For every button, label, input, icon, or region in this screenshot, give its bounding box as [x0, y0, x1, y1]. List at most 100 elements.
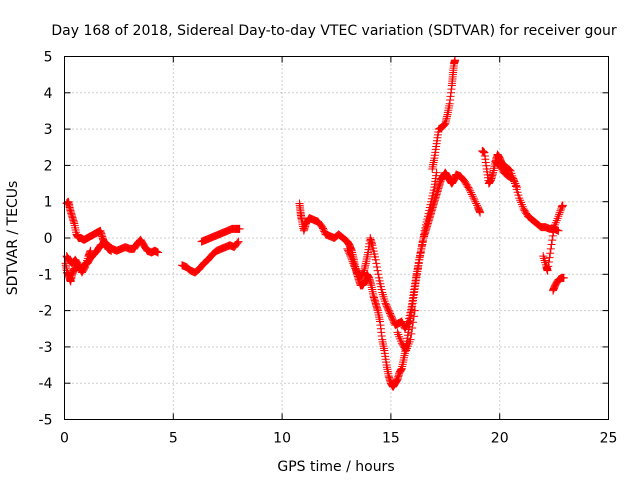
- data-point: [554, 226, 563, 235]
- data-point: [410, 306, 419, 315]
- data-point: [471, 197, 480, 206]
- y-tick-label: 0: [44, 231, 53, 247]
- data-point: [345, 250, 354, 259]
- data-point: [548, 231, 557, 240]
- data-point: [409, 312, 418, 321]
- grid: [64, 56, 609, 420]
- y-tick-label: -5: [39, 413, 53, 429]
- data-point: [349, 259, 358, 268]
- x-tick-label: 25: [600, 431, 618, 447]
- data-point: [406, 335, 415, 344]
- data-point: [347, 253, 356, 262]
- data-point: [546, 249, 555, 258]
- plot-frame: [64, 56, 609, 420]
- data-point: [371, 255, 380, 264]
- data-point: [509, 175, 518, 184]
- data-point: [545, 253, 554, 262]
- data-point: [544, 262, 553, 271]
- data-point: [419, 230, 428, 239]
- data-point: [358, 269, 367, 278]
- data-point: [403, 318, 412, 327]
- data-point: [559, 273, 568, 282]
- y-tick-labels: -5 -4 -3 -2 -1 0 1 2 3 4 5: [39, 50, 53, 429]
- data-point: [346, 252, 355, 261]
- data-point: [409, 318, 418, 327]
- data-point: [466, 188, 475, 197]
- data-point: [154, 248, 163, 257]
- data-point: [416, 248, 425, 257]
- y-tick-label: -4: [39, 376, 53, 392]
- data-point: [513, 183, 522, 192]
- data-point: [543, 266, 552, 275]
- data-point: [348, 257, 357, 266]
- data-point: [465, 184, 474, 193]
- data-point: [414, 259, 423, 268]
- x-axis-label: GPS time / hours: [277, 459, 394, 475]
- data-point: [418, 241, 427, 250]
- data-point: [419, 234, 428, 242]
- data-point: [476, 208, 485, 217]
- y-tick-label: 3: [44, 122, 53, 138]
- x-tick-label: 0: [60, 431, 69, 447]
- data-point: [510, 177, 519, 186]
- data-point: [432, 168, 441, 177]
- y-tick-label: 1: [44, 195, 53, 211]
- data-point: [544, 257, 553, 266]
- data-point: [373, 266, 382, 275]
- data-point: [470, 195, 479, 204]
- data-point: [439, 121, 448, 130]
- y-tick-label: 2: [44, 158, 53, 174]
- data-point: [417, 244, 426, 253]
- data-point: [508, 174, 517, 183]
- data-point: [464, 183, 473, 192]
- x-tick-label: 5: [169, 431, 178, 447]
- data-point: [466, 186, 475, 195]
- data-point: [511, 179, 520, 188]
- data-points: [61, 56, 568, 391]
- x-tick-label: 20: [491, 431, 509, 447]
- y-axis-label: SDTVAR / TECUs: [5, 181, 21, 296]
- x-tick-label: 10: [273, 431, 291, 447]
- x-tick-label: 15: [382, 431, 400, 447]
- data-point: [415, 255, 424, 264]
- y-tick-label: -3: [39, 340, 53, 356]
- data-point: [549, 227, 558, 236]
- data-point: [512, 181, 521, 190]
- y-tick-label: -2: [39, 304, 53, 320]
- data-point: [548, 236, 557, 245]
- data-point: [555, 210, 564, 219]
- data-point: [407, 329, 416, 338]
- data-point: [469, 194, 478, 203]
- data-point: [107, 246, 116, 255]
- data-point: [372, 259, 381, 268]
- data-point: [468, 192, 477, 201]
- data-point: [556, 206, 565, 215]
- data-point: [234, 237, 243, 246]
- data-point: [233, 238, 242, 247]
- data-point: [546, 244, 555, 253]
- data-point: [451, 56, 460, 65]
- data-point: [374, 270, 383, 279]
- data-point: [80, 264, 89, 273]
- data-point: [467, 190, 476, 199]
- data-point: [408, 324, 417, 333]
- data-point: [547, 240, 556, 249]
- data-point: [554, 212, 563, 221]
- x-tick-labels: 0 5 10 15 20 25: [60, 431, 617, 447]
- data-point: [558, 201, 567, 210]
- data-point: [472, 199, 481, 208]
- chart-title: Day 168 of 2018, Sidereal Day-to-day VTE…: [51, 23, 617, 39]
- y-tick-label: 5: [44, 50, 53, 66]
- data-point: [86, 246, 95, 255]
- data-point: [414, 263, 423, 272]
- data-point: [347, 255, 356, 264]
- data-point: [235, 224, 244, 233]
- data-point: [372, 263, 381, 272]
- y-tick-label: 4: [44, 86, 53, 102]
- data-point: [418, 237, 427, 246]
- data-point: [555, 208, 564, 217]
- y-tick-label: -1: [39, 267, 53, 283]
